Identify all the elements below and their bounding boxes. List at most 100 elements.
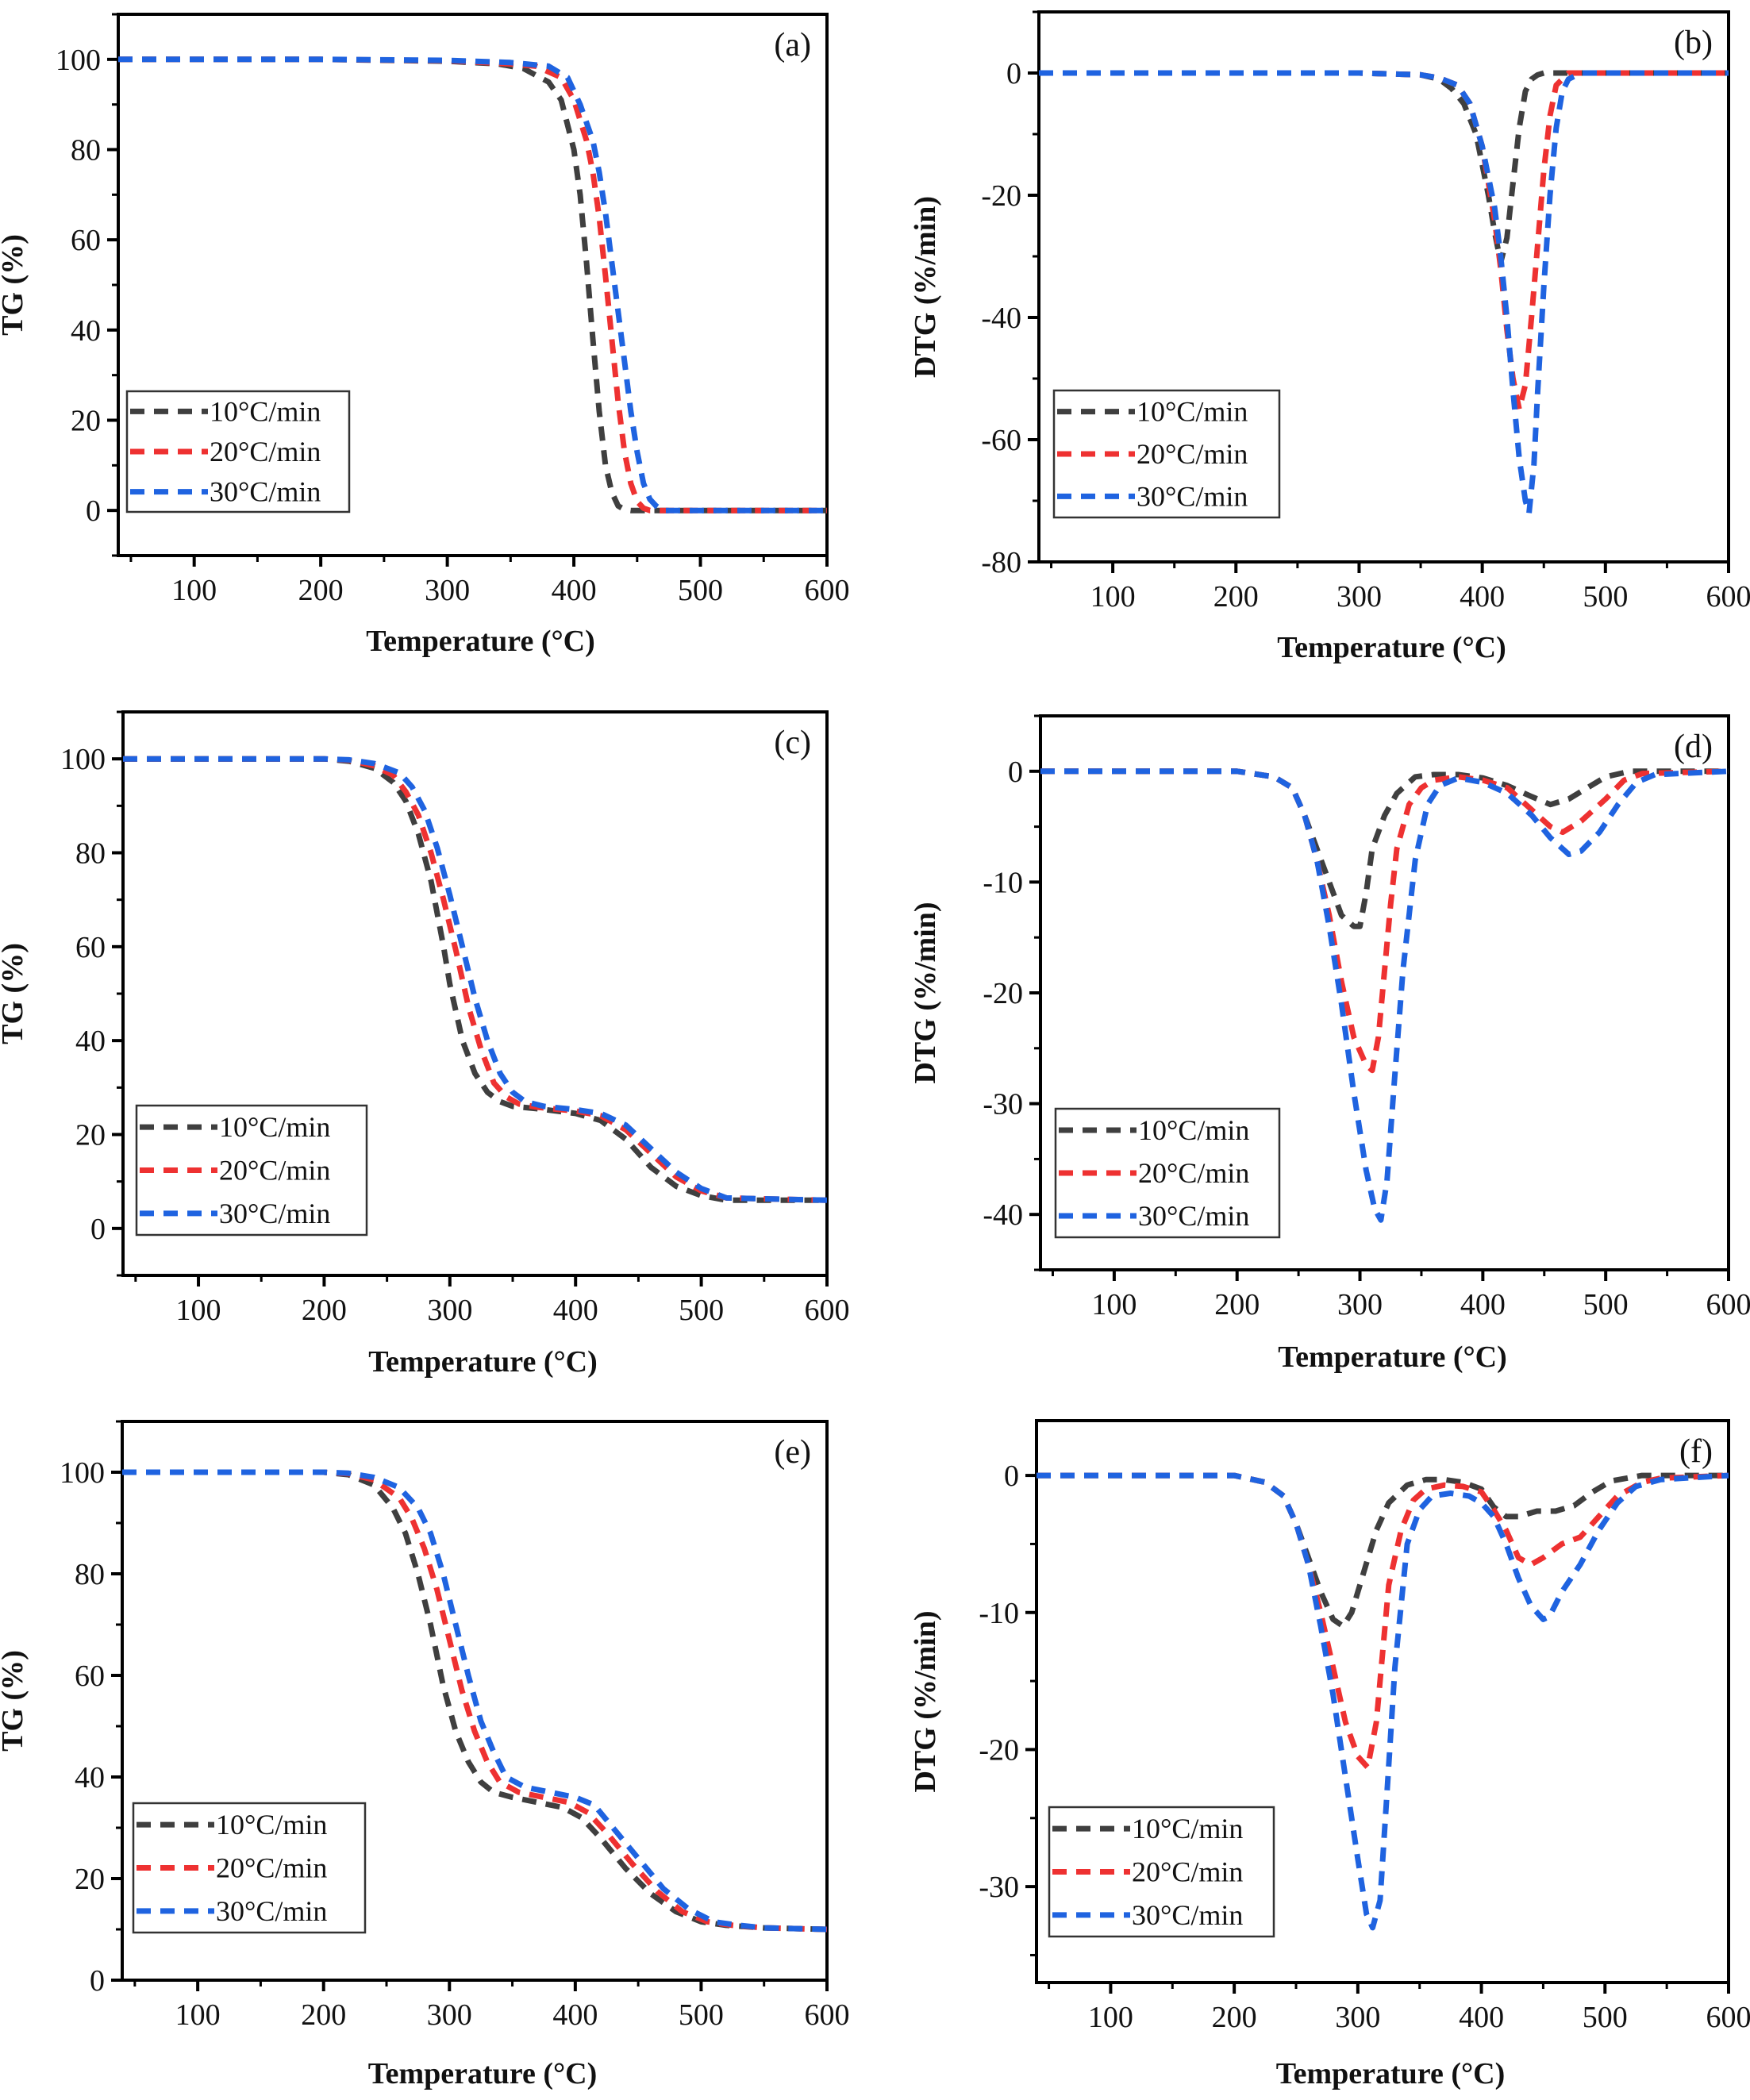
y-tick-label: 60: [75, 931, 106, 964]
x-tick-label: 600: [805, 574, 850, 607]
panel-c: 100 200 300 400 500 600 0 20 40 60 80 100 Temperatur…: [0, 710, 850, 1379]
y-tick-label: -30: [983, 1088, 1023, 1121]
x-tick-label: 600: [1706, 580, 1750, 613]
legend: 10°C/min 20°C/min 30°C/min: [132, 1802, 367, 1934]
x-tick-label: 400: [1460, 580, 1505, 613]
y-axis-title: TG (%): [0, 234, 29, 336]
y-tick-label: -40: [983, 1198, 1023, 1232]
panel-label: (c): [774, 725, 811, 761]
y-tick-label: 20: [71, 405, 101, 438]
panel-a: 100 200 300 400 500 600 0 20 40 60 80 100 Temperatur…: [0, 13, 850, 658]
y-tick-label: 80: [75, 837, 106, 871]
x-axis-title: Temperature (°C): [1278, 1340, 1507, 1374]
series-line-10c-per-min: [1037, 1472, 1729, 1629]
x-tick-label: 500: [679, 1998, 724, 2032]
legend: 10°C/min 20°C/min 30°C/min: [125, 390, 351, 513]
legend-label: 20°C/min: [1138, 1157, 1249, 1189]
y-tick-label: 80: [71, 134, 101, 167]
panel-label: (e): [774, 1434, 811, 1471]
y-tick-label: 0: [1008, 756, 1023, 789]
plot-frame: [1037, 10, 1730, 563]
legend-label: 30°C/min: [1138, 1200, 1249, 1232]
legend-label: 20°C/min: [210, 436, 321, 467]
y-tick-label: -80: [981, 546, 1021, 579]
y-axis-title: DTG (%/min): [909, 196, 942, 378]
legend-label: 20°C/min: [219, 1155, 330, 1187]
series-line-10c-per-min: [123, 756, 827, 1203]
y-tick-label: -40: [981, 302, 1021, 335]
legend-label: 30°C/min: [1137, 480, 1248, 512]
x-tick-label: 200: [302, 1294, 347, 1327]
legend-label: 10°C/min: [1137, 396, 1248, 428]
y-tick-label: 20: [75, 1119, 106, 1152]
y-axis-title: DTG (%/min): [909, 1610, 942, 1792]
x-tick-label: 100: [175, 1998, 221, 2032]
panel-b: 100 200 300 400 500 600 -80 -60 -40 -20 0 Temperatu…: [909, 10, 1750, 664]
y-tick-label: 100: [56, 44, 101, 77]
x-tick-label: 600: [1706, 2001, 1750, 2034]
x-tick-label: 400: [553, 1294, 598, 1327]
x-tick-label: 400: [552, 574, 597, 607]
y-tick-label: 100: [60, 1456, 105, 1490]
legend-label: 10°C/min: [1138, 1114, 1249, 1146]
x-axis-title: Temperature (°C): [1276, 2057, 1506, 2090]
x-tick-label: 300: [425, 574, 470, 607]
x-axis-title: Temperature (°C): [368, 2057, 598, 2090]
x-tick-label: 200: [301, 1998, 346, 2032]
series-line-30c-per-min: [1037, 1472, 1729, 1931]
x-tick-label: 600: [805, 1294, 850, 1327]
x-axis-title: Temperature (°C): [366, 625, 595, 658]
y-tick-label: 40: [71, 314, 101, 348]
panel-e: 100 200 300 400 500 600 0 20 40 60 80 100 Temperatur…: [0, 1420, 850, 2090]
x-tick-label: 400: [552, 1998, 598, 2032]
y-axis-title: TG (%): [0, 1650, 29, 1752]
panel-label: (f): [1679, 1433, 1713, 1470]
legend: 10°C/min 20°C/min 30°C/min: [1054, 1107, 1281, 1239]
series-line-30c-per-min: [1039, 70, 1729, 516]
series-line-10c-per-min: [1039, 70, 1729, 266]
legend: 10°C/min 20°C/min 30°C/min: [135, 1104, 368, 1237]
panel-f: 100 200 300 400 500 600 -30 -20 -10 0 Temperature …: [909, 1419, 1750, 2090]
legend-label: 30°C/min: [1132, 1899, 1243, 1931]
y-tick-label: 0: [1006, 57, 1021, 90]
x-tick-label: 100: [171, 574, 217, 607]
x-tick-label: 300: [427, 1294, 472, 1327]
legend-label: 30°C/min: [219, 1198, 330, 1229]
panel-label: (d): [1674, 729, 1713, 765]
x-tick-label: 300: [1337, 1288, 1383, 1321]
legend-label: 10°C/min: [210, 395, 321, 427]
plot-frame: [121, 1420, 829, 1982]
x-axis-title: Temperature (°C): [368, 1345, 598, 1379]
legend-label: 30°C/min: [210, 476, 321, 508]
y-tick-label: 80: [75, 1558, 105, 1591]
x-tick-label: 300: [1335, 2001, 1380, 2034]
series-line-30c-per-min: [118, 56, 827, 513]
y-tick-label: 40: [75, 1761, 105, 1794]
y-tick-label: -60: [981, 424, 1021, 457]
x-tick-label: 100: [1091, 1288, 1137, 1321]
legend-label: 10°C/min: [1132, 1813, 1243, 1844]
x-tick-label: 500: [1583, 580, 1628, 613]
x-tick-label: 200: [1214, 1288, 1260, 1321]
legend-label: 20°C/min: [216, 1852, 327, 1884]
y-tick-label: 100: [60, 743, 106, 776]
x-tick-label: 600: [1706, 1288, 1750, 1321]
y-tick-label: -30: [979, 1871, 1019, 1904]
series-line-30c-per-min: [123, 756, 827, 1203]
y-axis-title: DTG (%/min): [909, 902, 942, 1083]
y-tick-label: 0: [1004, 1460, 1019, 1493]
x-tick-label: 200: [298, 574, 344, 607]
series-line-30c-per-min: [1040, 768, 1729, 1223]
legend-label: 20°C/min: [1132, 1856, 1243, 1888]
legend-label: 10°C/min: [216, 1809, 327, 1840]
panel-label: (a): [774, 27, 811, 63]
y-tick-label: -10: [983, 866, 1023, 899]
plot-frame: [1035, 1419, 1730, 1984]
x-tick-label: 500: [678, 574, 723, 607]
x-tick-label: 300: [427, 1998, 472, 2032]
y-tick-label: 40: [75, 1025, 106, 1058]
y-axis-title: TG (%): [0, 943, 29, 1044]
x-tick-label: 200: [1212, 2001, 1257, 2034]
legend: 10°C/min 20°C/min 30°C/min: [1048, 1806, 1275, 1938]
y-tick-label: -10: [979, 1597, 1019, 1630]
